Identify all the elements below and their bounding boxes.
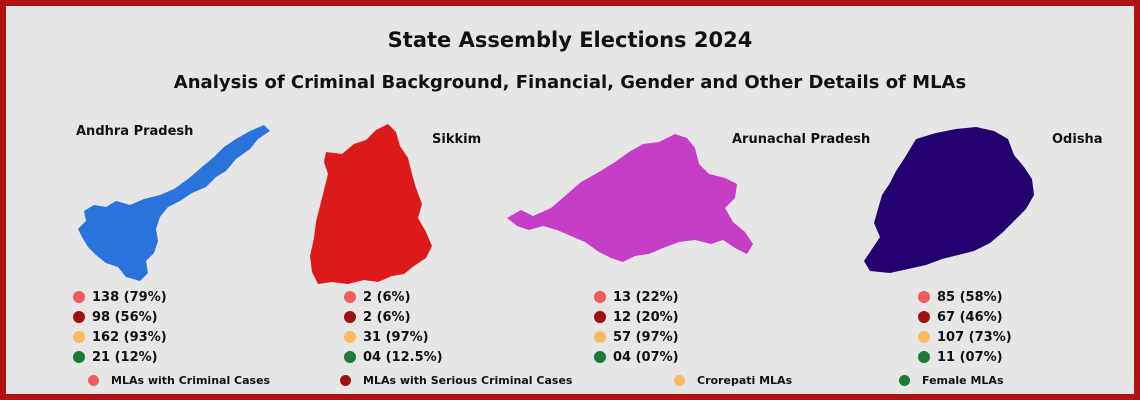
legend-crorepati: Crorepati MLAs [674,374,792,387]
page-subtitle: Analysis of Criminal Background, Financi… [173,72,967,93]
stat-crorepati: 162 (93%) [73,327,167,347]
criminal-cases-dot-icon [88,375,99,386]
andhra-pradesh-shape [78,125,270,281]
crorepati-dot-icon [674,375,685,386]
stat-crorepati: 107 (73%) [918,327,1012,347]
stat-female: 04 (07%) [594,347,679,367]
stat-female: 11 (07%) [918,347,1012,367]
legend-serious-criminal-cases: MLAs with Serious Criminal Cases [340,374,572,387]
serious-criminal-cases-dot-icon [344,311,356,323]
stat-serious-criminal-cases: 67 (46%) [918,307,1012,327]
legend-criminal-cases: MLAs with Criminal Cases [88,374,270,387]
serious-criminal-cases-dot-icon [918,311,930,323]
stat-criminal-cases: 138 (79%) [73,287,167,307]
stat-criminal-cases: 13 (22%) [594,287,679,307]
stat-female: 21 (12%) [73,347,167,367]
legend-female: Female MLAs [899,374,1004,387]
crorepati-dot-icon [73,331,85,343]
serious-criminal-cases-dot-icon [340,375,351,386]
stat-female: 04 (12.5%) [344,347,443,367]
female-dot-icon [73,351,85,363]
crorepati-dot-icon [344,331,356,343]
female-dot-icon [344,351,356,363]
criminal-cases-dot-icon [73,291,85,303]
female-dot-icon [918,351,930,363]
stat-criminal-cases: 85 (58%) [918,287,1012,307]
arunachal-pradesh-map-icon [507,134,753,262]
stat-criminal-cases: 2 (6%) [344,287,443,307]
stats-arunachal-pradesh: 13 (22%) 12 (20%) 57 (97%) 04 (07%) [594,287,679,367]
sikkim-shape [310,124,432,284]
stats-odisha: 85 (58%) 67 (46%) 107 (73%) 11 (07%) [918,287,1012,367]
crorepati-dot-icon [594,331,606,343]
crorepati-dot-icon [918,331,930,343]
serious-criminal-cases-dot-icon [73,311,85,323]
serious-criminal-cases-dot-icon [594,311,606,323]
sikkim-map-icon [310,124,432,284]
stats-andhra-pradesh: 138 (79%) 98 (56%) 162 (93%) 21 (12%) [73,287,167,367]
criminal-cases-dot-icon [594,291,606,303]
criminal-cases-dot-icon [344,291,356,303]
female-dot-icon [594,351,606,363]
stat-serious-criminal-cases: 12 (20%) [594,307,679,327]
state-name-sikkim: Sikkim [432,132,482,147]
stat-serious-criminal-cases: 2 (6%) [344,307,443,327]
andhra-pradesh-map-icon [78,125,270,281]
state-name-andhra-pradesh: Andhra Pradesh [76,124,194,139]
state-name-arunachal-pradesh: Arunachal Pradesh [732,132,871,147]
stats-sikkim: 2 (6%) 2 (6%) 31 (97%) 04 (12.5%) [344,287,443,367]
stat-serious-criminal-cases: 98 (56%) [73,307,167,327]
stat-crorepati: 31 (97%) [344,327,443,347]
female-dot-icon [899,375,910,386]
state-name-odisha: Odisha [1052,132,1103,147]
stat-crorepati: 57 (97%) [594,327,679,347]
arunachal-pradesh-shape [507,134,753,262]
odisha-shape [864,127,1034,273]
page-title: State Assembly Elections 2024 [387,28,753,52]
odisha-map-icon [864,127,1034,273]
criminal-cases-dot-icon [918,291,930,303]
